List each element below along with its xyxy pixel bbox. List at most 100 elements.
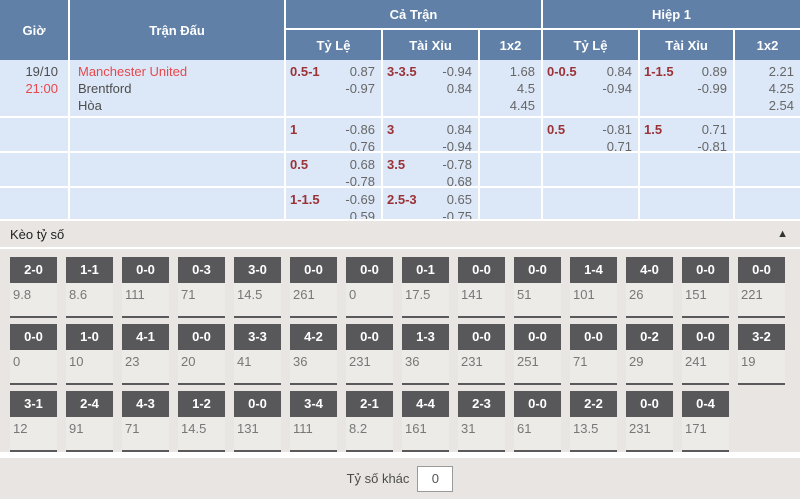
odds-over[interactable]: -0.81 <box>602 122 632 137</box>
odds-under[interactable]: 0.59 <box>349 209 375 221</box>
odds-over[interactable]: 0.84 <box>446 122 472 137</box>
score-chip[interactable]: 0-0 231 <box>458 324 505 385</box>
odds-1x2-away[interactable]: 4.45 <box>509 98 535 113</box>
score-chip[interactable]: 0-2 29 <box>626 324 673 385</box>
ft-over-under-cell[interactable]: 3.5 -0.78 0.68 <box>383 153 480 188</box>
score-chip[interactable]: 0-0 151 <box>682 257 729 318</box>
score-chip[interactable]: 0-0 231 <box>626 391 673 452</box>
odds-over[interactable]: -0.69 <box>345 192 375 207</box>
ft-handicap-cell[interactable]: 1-1.5 -0.69 0.59 <box>286 188 383 221</box>
score-chip[interactable]: 0-0 0 <box>10 324 57 385</box>
score-chip[interactable]: 0-0 61 <box>514 391 561 452</box>
score-chip[interactable]: 4-0 26 <box>626 257 673 318</box>
score-chip[interactable]: 0-0 20 <box>178 324 225 385</box>
score-section-title: Kèo tỷ số <box>10 226 65 242</box>
col-header-match: Trận Đấu <box>70 0 286 60</box>
ft-1x2-cell[interactable]: 1.68 4.5 4.45 <box>480 60 543 118</box>
odds-under[interactable]: -0.94 <box>602 81 632 96</box>
odds-over[interactable]: -0.78 <box>442 157 472 172</box>
score-odds-value: 71 <box>125 421 140 436</box>
score-chip[interactable]: 3-2 19 <box>738 324 785 385</box>
score-chip[interactable]: 4-3 71 <box>122 391 169 452</box>
odds-over[interactable]: 0.89 <box>701 64 727 79</box>
odds-1x2-draw[interactable]: 4.5 <box>516 81 535 96</box>
score-chip[interactable]: 0-0 71 <box>570 324 617 385</box>
odds-under[interactable]: 0.68 <box>446 174 472 188</box>
score-chip[interactable]: 1-1 8.6 <box>66 257 113 318</box>
score-chip[interactable]: 1-2 14.5 <box>178 391 225 452</box>
match-date: 19/10 <box>25 64 58 79</box>
score-chip[interactable]: 0-3 71 <box>178 257 225 318</box>
score-chip[interactable]: 4-1 23 <box>122 324 169 385</box>
odds-under[interactable]: -0.94 <box>442 139 472 153</box>
score-chip[interactable]: 4-4 161 <box>402 391 449 452</box>
h1-over-under-cell[interactable]: 1-1.5 0.89 -0.99 <box>640 60 735 118</box>
score-label: 0-0 <box>178 324 225 350</box>
odds-over[interactable]: 0.65 <box>446 192 472 207</box>
ft-handicap-cell[interactable]: 0.5-1 0.87 -0.97 <box>286 60 383 118</box>
score-chip[interactable]: 0-0 251 <box>514 324 561 385</box>
ft-1x2-cell <box>480 153 543 188</box>
score-chip[interactable]: 3-4 111 <box>290 391 337 452</box>
score-chip[interactable]: 1-3 36 <box>402 324 449 385</box>
score-chip[interactable]: 2-2 13.5 <box>570 391 617 452</box>
odds-over[interactable]: -0.86 <box>345 122 375 137</box>
score-chip[interactable]: 0-0 141 <box>458 257 505 318</box>
ft-over-under-cell[interactable]: 3 0.84 -0.94 <box>383 118 480 153</box>
odds-over[interactable]: 0.84 <box>606 64 632 79</box>
score-odds-value: 231 <box>629 421 651 436</box>
score-chip[interactable]: 0-0 131 <box>234 391 281 452</box>
score-chip[interactable]: 3-0 14.5 <box>234 257 281 318</box>
odds-1x2-away[interactable]: 2.54 <box>768 98 794 113</box>
score-chip[interactable]: 0-0 0 <box>346 257 393 318</box>
odds-1x2-draw[interactable]: 4.25 <box>768 81 794 96</box>
score-chip[interactable]: 2-4 91 <box>66 391 113 452</box>
odds-over[interactable]: 0.71 <box>701 122 727 137</box>
score-chip[interactable]: 0-4 171 <box>682 391 729 452</box>
odds-1x2-home[interactable]: 1.68 <box>509 64 535 79</box>
score-chip[interactable]: 0-0 51 <box>514 257 561 318</box>
score-chip[interactable]: 2-0 9.8 <box>10 257 57 318</box>
odds-under[interactable]: 0.76 <box>349 139 375 153</box>
match-teams-cell: Manchester United Brentford Hòa <box>70 60 286 118</box>
odds-under[interactable]: 0.71 <box>606 139 632 153</box>
ft-over-under-cell[interactable]: 3-3.5 -0.94 0.84 <box>383 60 480 118</box>
score-chip[interactable]: 0-0 241 <box>682 324 729 385</box>
score-odds-value: 8.2 <box>349 421 368 436</box>
score-chip[interactable]: 3-3 41 <box>234 324 281 385</box>
h1-handicap-cell <box>543 153 640 188</box>
score-chip[interactable]: 1-0 10 <box>66 324 113 385</box>
odds-under[interactable]: -0.81 <box>697 139 727 153</box>
away-team-name: Brentford <box>78 81 132 96</box>
odds-over[interactable]: 0.87 <box>349 64 375 79</box>
odds-over[interactable]: -0.94 <box>442 64 472 79</box>
score-chip[interactable]: 0-1 17.5 <box>402 257 449 318</box>
score-section-header[interactable]: Kèo tỷ số ▲ <box>0 221 800 249</box>
h1-handicap-cell[interactable]: 0.5 -0.81 0.71 <box>543 118 640 153</box>
score-chip[interactable]: 2-1 8.2 <box>346 391 393 452</box>
ft-handicap-cell[interactable]: 1 -0.86 0.76 <box>286 118 383 153</box>
odds-under[interactable]: -0.78 <box>345 174 375 188</box>
h1-1x2-cell[interactable]: 2.21 4.25 2.54 <box>735 60 800 118</box>
odds-over[interactable]: 0.68 <box>349 157 375 172</box>
odds-under[interactable]: 0.84 <box>446 81 472 96</box>
score-chip[interactable]: 3-1 12 <box>10 391 57 452</box>
ft-handicap-cell[interactable]: 0.5 0.68 -0.78 <box>286 153 383 188</box>
score-chip[interactable]: 4-2 36 <box>290 324 337 385</box>
score-chip[interactable]: 0-0 221 <box>738 257 785 318</box>
odds-under[interactable]: -0.99 <box>697 81 727 96</box>
score-odds-value: 36 <box>405 354 420 369</box>
h1-over-under-cell[interactable]: 1.5 0.71 -0.81 <box>640 118 735 153</box>
odds-1x2-home[interactable]: 2.21 <box>768 64 794 79</box>
other-score-input[interactable] <box>417 465 454 492</box>
score-chip[interactable]: 0-0 111 <box>122 257 169 318</box>
score-chip[interactable]: 1-4 101 <box>570 257 617 318</box>
h1-handicap-cell[interactable]: 0-0.5 0.84 -0.94 <box>543 60 640 118</box>
collapse-icon[interactable]: ▲ <box>777 228 788 240</box>
ft-over-under-cell[interactable]: 2.5-3 0.65 -0.75 <box>383 188 480 221</box>
score-chip[interactable]: 0-0 231 <box>346 324 393 385</box>
score-chip[interactable]: 0-0 261 <box>290 257 337 318</box>
score-chip[interactable]: 2-3 31 <box>458 391 505 452</box>
odds-under[interactable]: -0.97 <box>345 81 375 96</box>
odds-under[interactable]: -0.75 <box>442 209 472 221</box>
